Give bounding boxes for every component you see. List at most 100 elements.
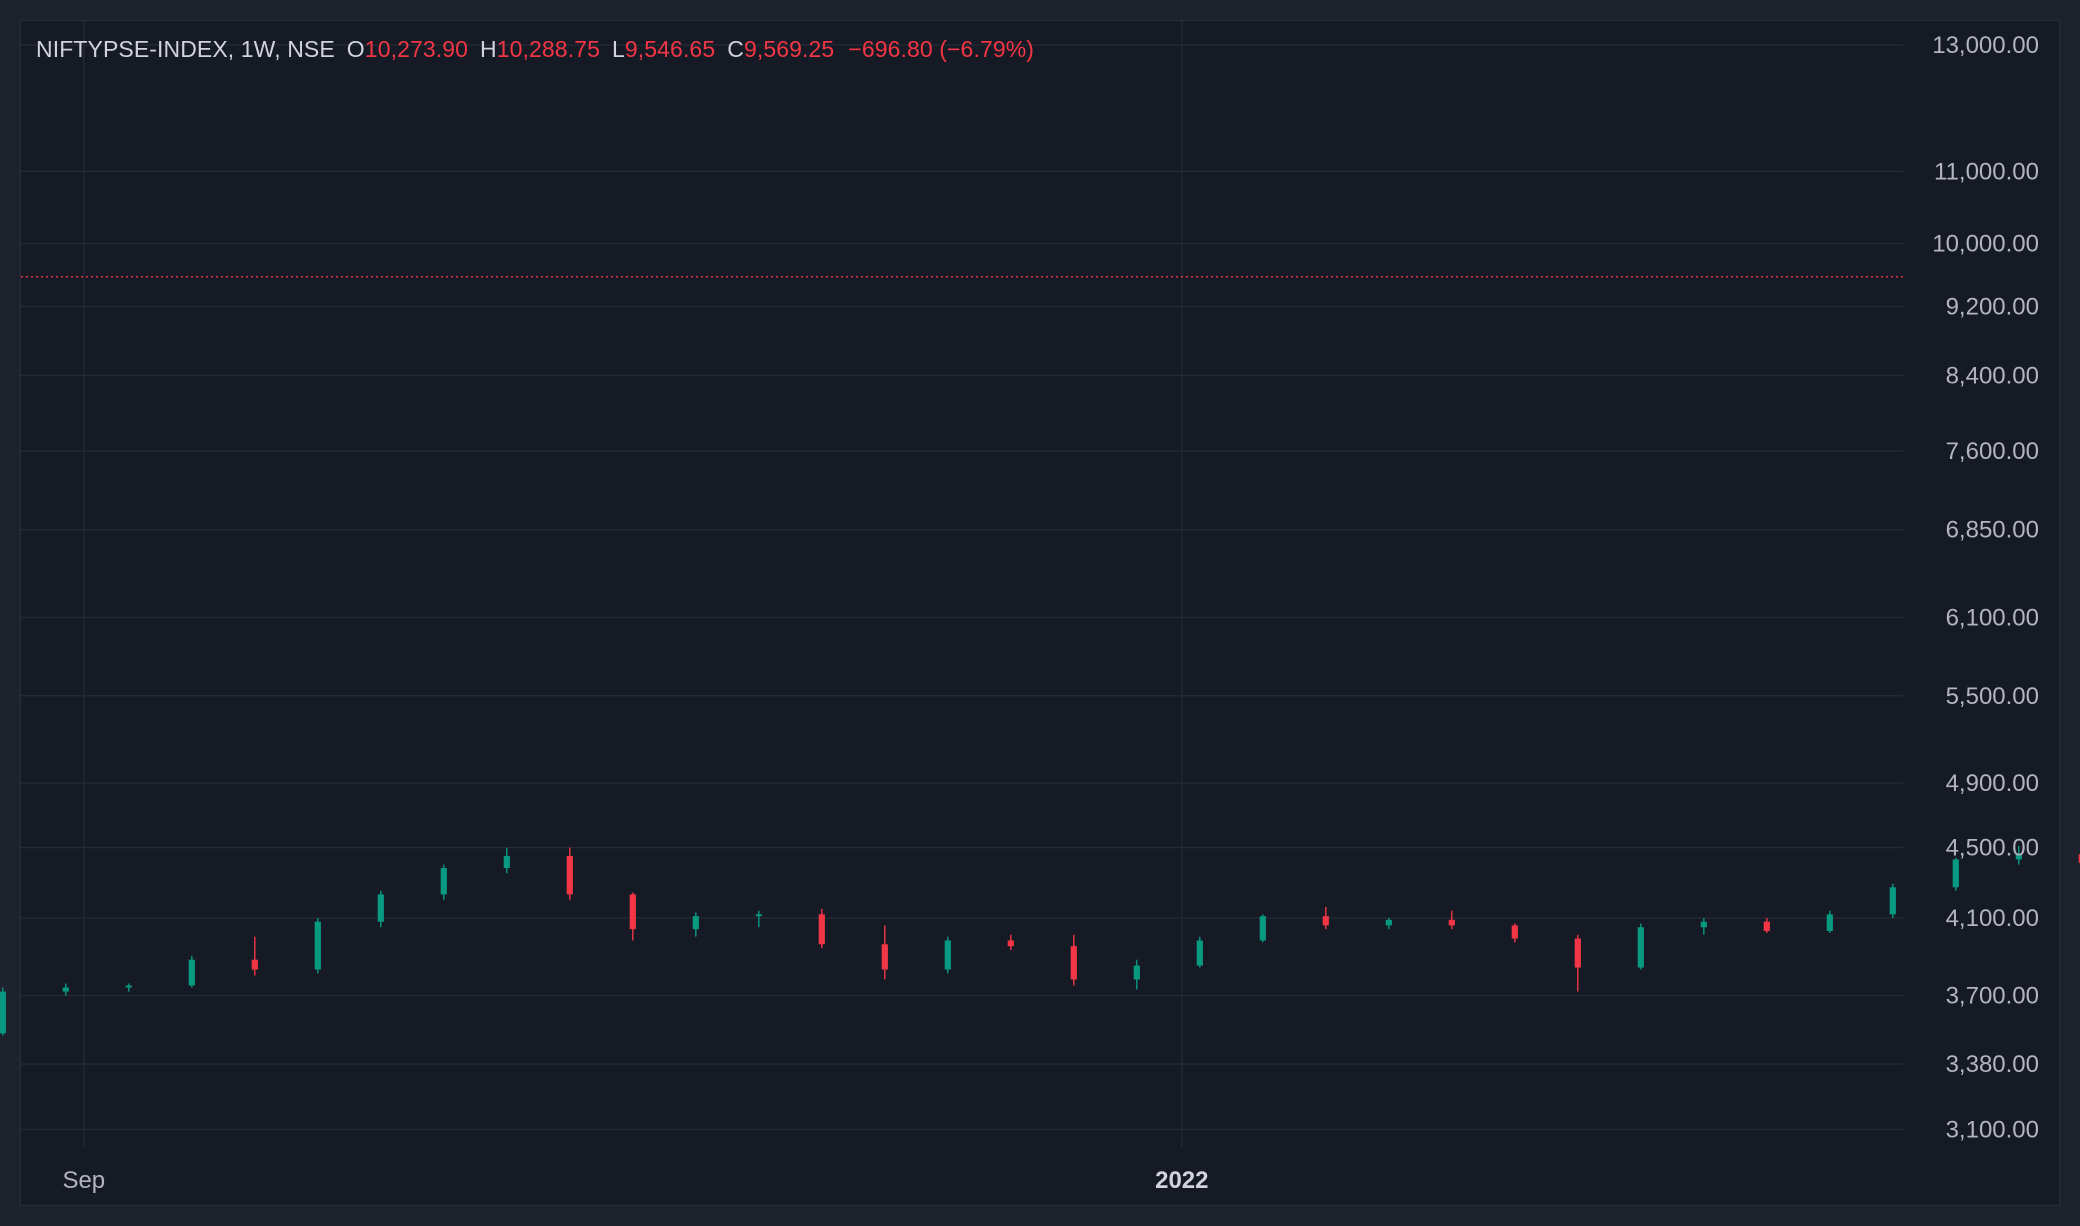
candle xyxy=(944,936,951,974)
high-label: H xyxy=(480,36,497,62)
symbol-info: NIFTYPSE-INDEX, 1W, NSE xyxy=(36,36,335,62)
price-tick-label: 4,500.00 xyxy=(1946,835,2039,862)
price-tick-label: 7,600.00 xyxy=(1946,438,2039,465)
candle xyxy=(2078,854,2080,863)
high-value: 10,288.75 xyxy=(496,36,600,62)
candle-body xyxy=(1322,916,1329,926)
candle-body xyxy=(1574,938,1581,968)
candle xyxy=(1889,883,1896,918)
candle xyxy=(125,983,132,992)
candle-body xyxy=(125,985,132,988)
low-value: 9,546.65 xyxy=(624,36,716,62)
candle xyxy=(1322,906,1329,930)
candle-body xyxy=(1763,921,1770,932)
candle-body xyxy=(1007,940,1014,947)
candle-body xyxy=(377,894,384,922)
candle-body xyxy=(1259,916,1266,941)
candle xyxy=(1637,923,1644,970)
price-tick-label: 9,200.00 xyxy=(1946,294,2039,321)
price-tick-label: 10,000.00 xyxy=(1932,230,2039,257)
price-tick-label: 3,100.00 xyxy=(1946,1117,2039,1144)
price-tick-label: 3,700.00 xyxy=(1946,983,2039,1010)
candle-body xyxy=(1070,946,1077,980)
candle xyxy=(440,864,447,900)
candle xyxy=(629,892,636,941)
candle-body xyxy=(1448,919,1455,926)
candle xyxy=(1574,934,1581,992)
candle-body xyxy=(1133,965,1140,980)
grid-lines xyxy=(21,21,1903,1148)
open-value: 10,273.90 xyxy=(364,36,469,62)
candle xyxy=(1952,857,1959,891)
candle xyxy=(188,955,195,988)
candle xyxy=(1259,914,1266,943)
candle-body xyxy=(188,959,195,986)
price-tick-label: 4,100.00 xyxy=(1946,905,2039,932)
candle xyxy=(566,847,573,900)
price-axis[interactable]: 3,100.00 3,380.00 3,700.00 4,100.00 4,500.00… xyxy=(1932,32,2039,1144)
candle-body xyxy=(251,959,258,970)
candle-body xyxy=(2015,854,2022,860)
candle xyxy=(1826,910,1833,933)
candle xyxy=(1070,934,1077,986)
price-tick-label: 5,500.00 xyxy=(1946,683,2039,710)
candle xyxy=(62,983,69,996)
candle-body xyxy=(692,916,699,930)
price-tick-label: 6,100.00 xyxy=(1946,604,2039,631)
candle xyxy=(377,890,384,928)
candle-body xyxy=(62,987,69,992)
candle-body xyxy=(629,894,636,930)
time-axis[interactable]: Sep2022MaySep2023MaySep2024MaySep2025 xyxy=(62,1167,2080,1194)
candle-body xyxy=(0,991,6,1034)
candle xyxy=(1133,959,1140,990)
candle-body xyxy=(818,914,825,945)
candles xyxy=(0,845,2080,1036)
candle-body xyxy=(1826,914,1833,932)
candle-body xyxy=(566,856,573,895)
candle xyxy=(1763,917,1770,933)
change-value: −696.80 (−6.79%) xyxy=(848,36,1035,62)
candle-body xyxy=(1637,927,1644,968)
candle xyxy=(1196,936,1203,968)
price-tick-label: 13,000.00 xyxy=(1932,32,2039,59)
candle xyxy=(1385,917,1392,930)
chart-panel xyxy=(20,20,2060,1206)
candle-body xyxy=(1700,921,1707,928)
candle-body xyxy=(503,856,510,869)
candle xyxy=(251,936,258,976)
candle-body xyxy=(1511,925,1518,939)
low-label: L xyxy=(611,36,625,62)
candle xyxy=(1511,923,1518,943)
candle xyxy=(1700,917,1707,935)
time-tick-label: Sep xyxy=(62,1167,105,1194)
candle-body xyxy=(1196,940,1203,966)
candle xyxy=(1007,934,1014,951)
candle xyxy=(503,847,510,874)
candle xyxy=(692,912,699,937)
candle-body xyxy=(1385,919,1392,926)
candle-body xyxy=(881,944,888,970)
close-value: 9,569.25 xyxy=(743,36,835,62)
price-tick-label: 11,000.00 xyxy=(1934,158,2039,185)
candle-body xyxy=(1889,887,1896,915)
candle-body xyxy=(755,914,762,917)
candle-body xyxy=(944,940,951,970)
candle xyxy=(755,910,762,928)
candle xyxy=(2015,845,2022,865)
candle-body xyxy=(2078,854,2080,863)
candle xyxy=(1448,910,1455,930)
time-tick-label: 2022 xyxy=(1155,1167,1208,1194)
close-label: C xyxy=(727,36,744,62)
price-tick-label: 4,900.00 xyxy=(1946,770,2039,797)
price-tick-label: 8,400.00 xyxy=(1946,362,2039,389)
candle-body xyxy=(1952,859,1959,888)
candle-body xyxy=(314,921,321,970)
price-tick-label: 6,850.00 xyxy=(1946,517,2039,544)
candle xyxy=(0,987,6,1036)
open-label: O xyxy=(346,36,365,62)
price-tick-label: 3,380.00 xyxy=(1946,1051,2039,1078)
symbol-legend: NIFTYPSE-INDEX, 1W, NSE O10,273.90 H10,288… xyxy=(36,36,1034,63)
candle-body xyxy=(440,868,447,895)
candle xyxy=(818,908,825,949)
